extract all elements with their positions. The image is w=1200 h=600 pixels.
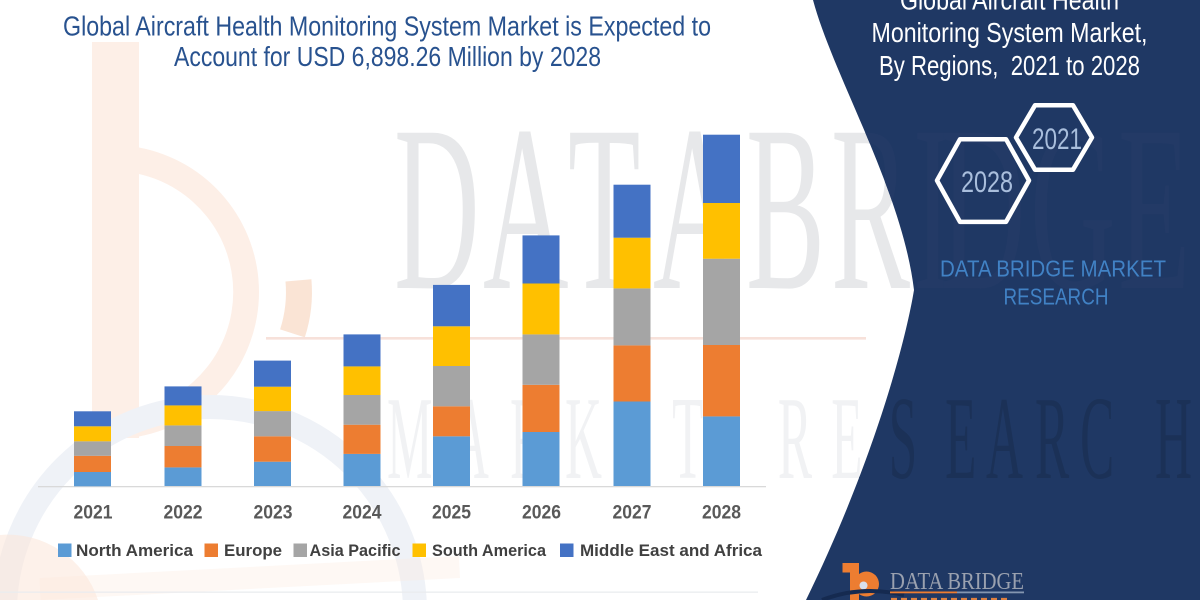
- svg-text:Global Aircraft Health: Global Aircraft Health: [900, 0, 1119, 16]
- svg-text:2028: 2028: [961, 166, 1013, 199]
- svg-text:2024: 2024: [343, 502, 382, 524]
- svg-text:Asia Pacific: Asia Pacific: [310, 541, 401, 560]
- svg-text:2028: 2028: [702, 502, 741, 524]
- svg-text:2021: 2021: [74, 502, 113, 524]
- svg-text:2022: 2022: [164, 502, 203, 524]
- svg-text:2021: 2021: [1032, 123, 1082, 156]
- svg-text:DATA BRIDGE MARKET: DATA BRIDGE MARKET: [940, 256, 1166, 282]
- svg-text:By Regions, 2021 to 2028: By Regions, 2021 to 2028: [879, 50, 1140, 81]
- svg-text:Account for USD 6,898.26 Milli: Account for USD 6,898.26 Million by 2028: [174, 41, 601, 72]
- svg-text:South America: South America: [432, 541, 547, 560]
- svg-text:2027: 2027: [613, 502, 652, 524]
- svg-text:Global Aircraft Health Monitor: Global Aircraft Health Monitoring System…: [63, 11, 711, 42]
- svg-text:Europe: Europe: [224, 541, 282, 560]
- svg-text:2026: 2026: [522, 502, 561, 524]
- svg-text:DATA BRIDGE: DATA BRIDGE: [890, 569, 1024, 595]
- svg-text:Monitoring System Market,: Monitoring System Market,: [872, 17, 1148, 48]
- svg-text:2023: 2023: [254, 502, 293, 524]
- svg-text:2025: 2025: [432, 502, 471, 524]
- svg-text:RESEARCH: RESEARCH: [1004, 284, 1109, 310]
- svg-text:North America: North America: [76, 541, 194, 560]
- svg-text:Middle East and Africa: Middle East and Africa: [580, 541, 763, 560]
